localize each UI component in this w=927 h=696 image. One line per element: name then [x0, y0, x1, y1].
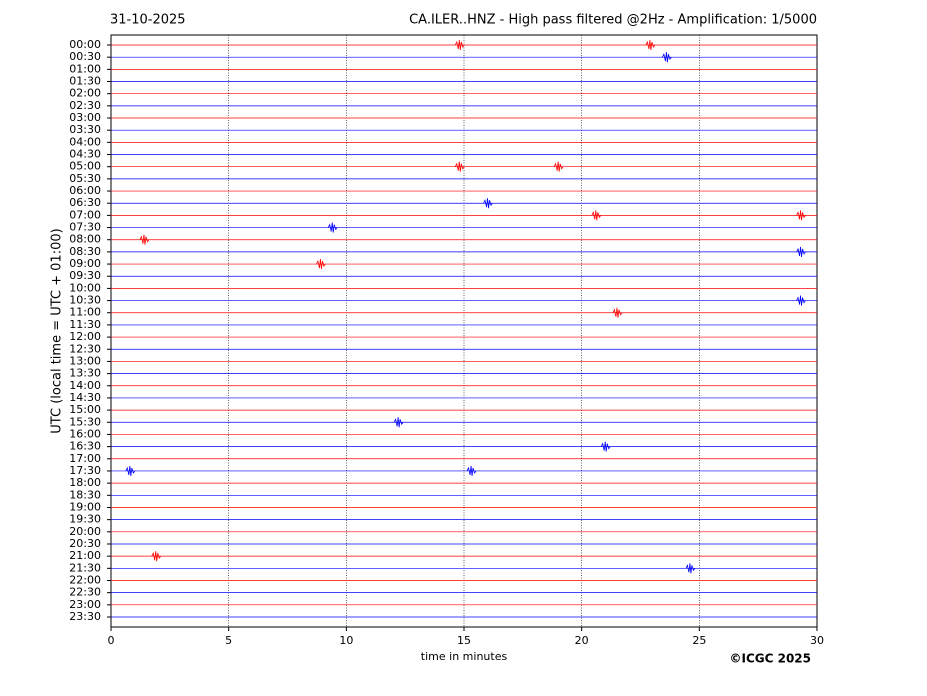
- y-tick-label: 13:00: [69, 354, 101, 367]
- y-tick-label: 05:00: [69, 160, 101, 173]
- y-tick-label: 18:00: [69, 476, 101, 489]
- y-tick-label: 03:00: [69, 111, 101, 124]
- event: [645, 39, 656, 51]
- y-tick-label: 10:00: [69, 281, 101, 294]
- y-tick-label: 14:30: [69, 391, 101, 404]
- event: [553, 161, 564, 172]
- event: [393, 417, 404, 428]
- x-tick-label: 5: [225, 634, 232, 647]
- y-tick-label: 18:30: [69, 488, 101, 501]
- y-tick-label: 19:30: [69, 513, 101, 526]
- y-tick-label: 01:00: [69, 62, 101, 75]
- y-tick-label: 12:30: [69, 342, 101, 355]
- event: [151, 551, 162, 562]
- event: [454, 39, 465, 51]
- x-tick-label: 0: [108, 634, 115, 647]
- y-tick-label: 07:00: [69, 208, 101, 221]
- event: [327, 222, 338, 233]
- y-tick-label: 12:00: [69, 330, 101, 343]
- event: [125, 465, 136, 477]
- y-tick-label: 06:30: [69, 196, 101, 209]
- event: [685, 563, 696, 574]
- y-tick-label: 02:30: [69, 99, 101, 112]
- y-tick-label: 03:30: [69, 123, 101, 136]
- y-tick-label: 15:00: [69, 403, 101, 416]
- y-tick-label: 08:30: [69, 245, 101, 258]
- y-tick-label: 15:30: [69, 415, 101, 428]
- event: [316, 259, 326, 270]
- y-axis-label: UTC (local time = UTC + 01:00): [50, 228, 65, 433]
- x-tick-label: 25: [692, 634, 706, 647]
- y-tick-label: 17:30: [69, 464, 101, 477]
- y-tick-label: 23:30: [69, 610, 101, 623]
- chart-date: 31-10-2025: [110, 13, 186, 28]
- y-tick-label: 20:00: [69, 525, 101, 538]
- y-tick-label: 23:00: [69, 598, 101, 611]
- y-tick-label: 16:00: [69, 427, 101, 440]
- event: [466, 465, 477, 477]
- y-tick-label: 02:00: [69, 87, 101, 100]
- x-tick-label: 15: [457, 634, 471, 647]
- y-tick-label: 04:30: [69, 148, 101, 161]
- event: [600, 441, 611, 452]
- y-tick-label: 20:30: [69, 537, 101, 550]
- y-tick-label: 17:00: [69, 452, 101, 465]
- y-tick-label: 11:30: [69, 318, 101, 331]
- event: [796, 295, 806, 306]
- y-tick-label: 05:30: [69, 172, 101, 185]
- event: [454, 161, 465, 172]
- y-tick-label: 14:00: [69, 379, 101, 392]
- y-tick-label: 13:30: [69, 367, 101, 380]
- event: [483, 198, 493, 209]
- y-tick-label: 10:30: [69, 294, 101, 307]
- event: [612, 307, 623, 318]
- y-tick-label: 21:00: [69, 549, 101, 562]
- x-tick-label: 30: [810, 634, 824, 647]
- event: [591, 210, 602, 221]
- chart-title: CA.ILER..HNZ - High pass filtered @2Hz -…: [409, 13, 817, 28]
- event: [796, 246, 806, 257]
- y-tick-label: 21:30: [69, 561, 101, 574]
- y-tick-label: 09:00: [69, 257, 101, 270]
- x-tick-label: 20: [575, 634, 589, 647]
- y-tick-label: 04:00: [69, 135, 101, 148]
- y-tick-label: 00:00: [69, 38, 101, 51]
- y-tick-label: 19:00: [69, 500, 101, 513]
- y-tick-label: 01:30: [69, 75, 101, 88]
- x-tick-label: 10: [339, 634, 353, 647]
- y-tick-label: 08:00: [69, 233, 101, 246]
- credit: ©ICGC 2025: [729, 652, 811, 666]
- y-tick-label: 22:30: [69, 586, 101, 599]
- y-tick-label: 06:00: [69, 184, 101, 197]
- y-tick-label: 22:00: [69, 573, 101, 586]
- y-tick-label: 09:30: [69, 269, 101, 282]
- y-tick-label: 11:00: [69, 306, 101, 319]
- event: [796, 210, 806, 221]
- x-axis-label: time in minutes: [421, 650, 508, 663]
- event: [662, 52, 672, 63]
- y-tick-label: 07:30: [69, 221, 101, 234]
- event: [139, 234, 150, 245]
- y-tick-label: 00:30: [69, 50, 101, 63]
- y-tick-label: 16:30: [69, 440, 101, 453]
